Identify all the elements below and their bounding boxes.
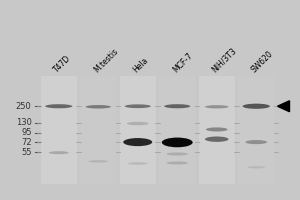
Text: T47D: T47D	[52, 53, 73, 74]
Text: NIH/3T3: NIH/3T3	[210, 46, 238, 74]
Text: 95: 95	[21, 128, 32, 137]
Bar	[159, 76, 195, 184]
Text: 72: 72	[21, 138, 32, 147]
Ellipse shape	[205, 136, 229, 142]
Text: 55: 55	[21, 148, 32, 157]
Ellipse shape	[162, 138, 193, 147]
Text: MCF-7: MCF-7	[171, 51, 194, 74]
Ellipse shape	[125, 104, 151, 108]
Text: Hela: Hela	[131, 55, 150, 74]
Ellipse shape	[164, 104, 190, 108]
Ellipse shape	[123, 138, 152, 146]
Ellipse shape	[45, 104, 72, 108]
Bar	[238, 76, 274, 184]
Ellipse shape	[205, 105, 229, 108]
Bar	[199, 76, 235, 184]
Bar	[40, 76, 77, 184]
Text: 130: 130	[16, 118, 32, 127]
Ellipse shape	[245, 140, 267, 144]
Ellipse shape	[49, 151, 69, 154]
Ellipse shape	[206, 127, 228, 132]
Ellipse shape	[243, 104, 270, 109]
Ellipse shape	[88, 160, 108, 163]
Ellipse shape	[166, 161, 188, 164]
Bar	[80, 76, 116, 184]
Ellipse shape	[247, 166, 265, 168]
Ellipse shape	[128, 162, 148, 165]
Text: M.testis: M.testis	[92, 46, 120, 74]
Polygon shape	[278, 101, 290, 112]
Ellipse shape	[127, 122, 149, 125]
Ellipse shape	[85, 105, 111, 109]
Text: SW620: SW620	[250, 49, 275, 74]
Bar	[120, 76, 156, 184]
Ellipse shape	[166, 152, 188, 155]
Text: 250: 250	[16, 102, 32, 111]
